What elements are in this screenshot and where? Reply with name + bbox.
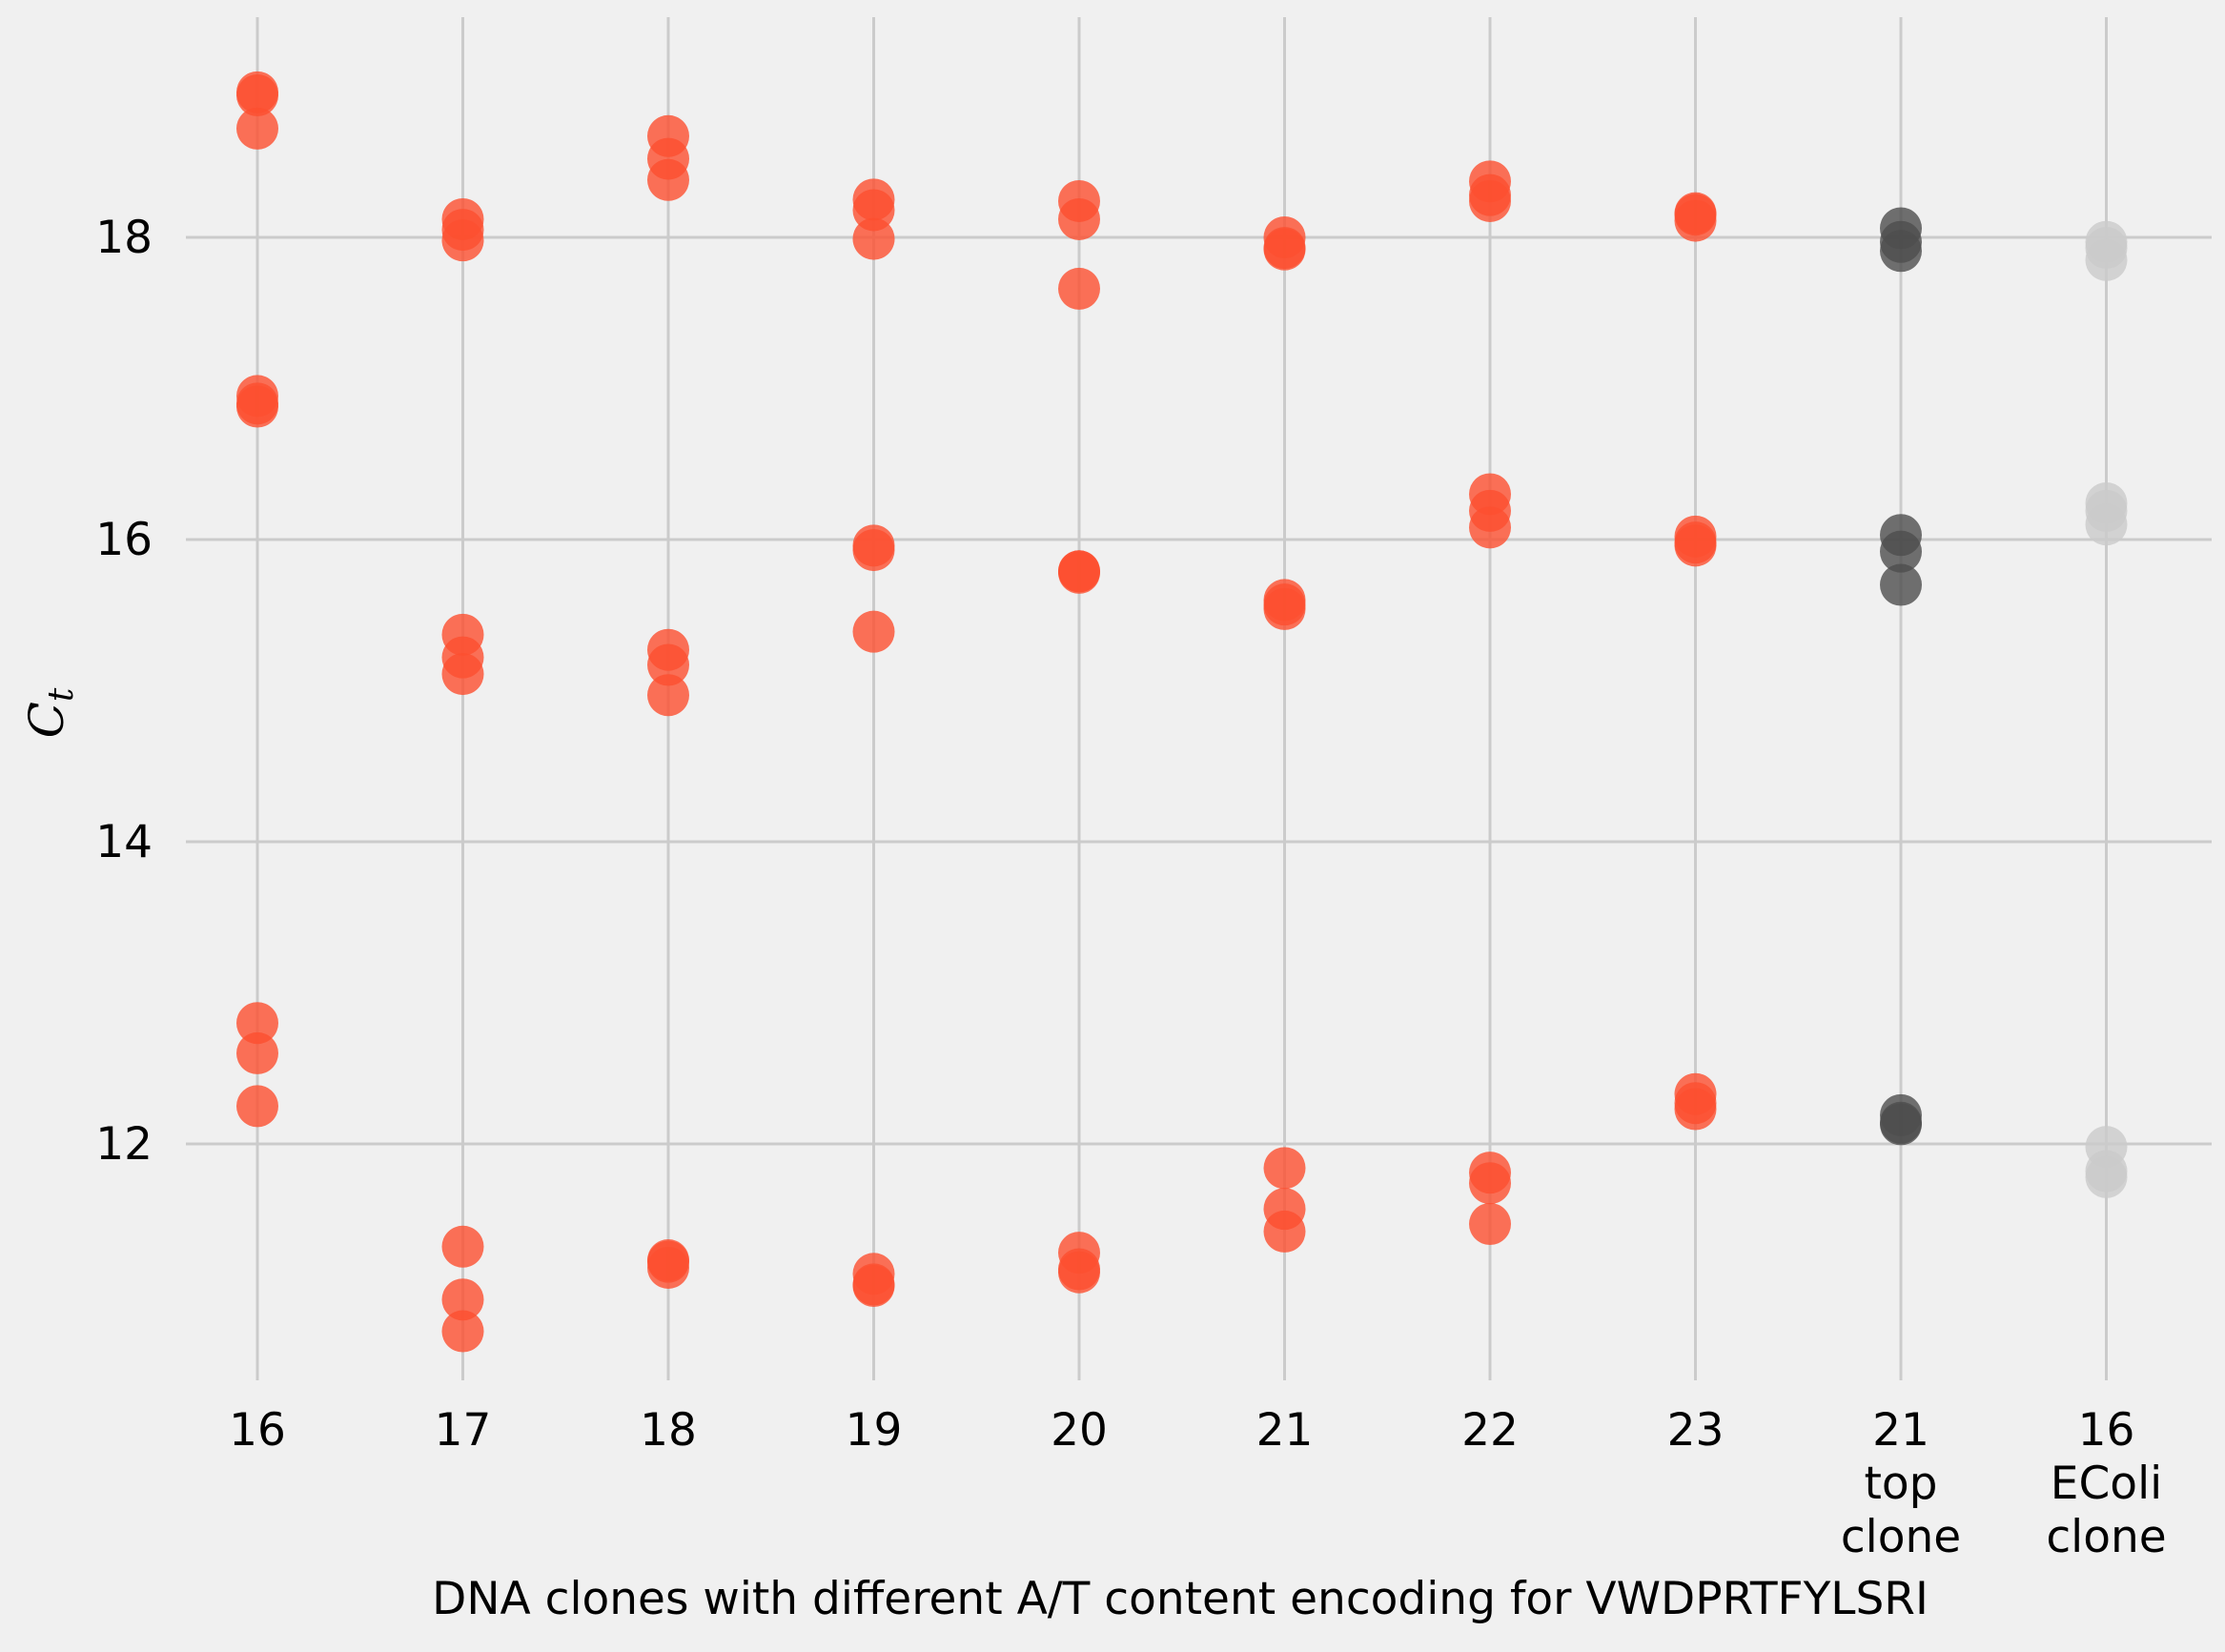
x-tick-label: 16 — [229, 1404, 286, 1457]
data-point-a-t-variants-37 — [1058, 197, 1100, 240]
data-point-a-t-variants-5 — [236, 385, 278, 428]
x-tick-label-line: clone — [2046, 1511, 2166, 1563]
x-tick-label-line: clone — [1841, 1511, 1961, 1563]
data-point-a-t-variants-68 — [1674, 524, 1717, 567]
data-point-top-clone-8 — [1880, 1103, 1922, 1146]
data-point-a-t-variants-16 — [441, 1278, 484, 1321]
x-tick-label-line: EColi — [2051, 1458, 2162, 1510]
y-axis-label: Ct — [19, 687, 81, 738]
data-point-a-t-variants-20 — [647, 158, 689, 201]
data-point-a-t-variants-50 — [1263, 587, 1306, 630]
data-point-a-t-variants-53 — [1263, 1210, 1306, 1253]
data-point-a-t-variants-35 — [852, 1264, 895, 1307]
data-point-top-clone-5 — [1880, 563, 1922, 606]
x-tick-label: 20 — [1051, 1404, 1108, 1457]
x-tick-label-line: 16 — [229, 1404, 286, 1457]
data-point-a-t-variants-6 — [236, 1002, 278, 1045]
x-tick-label: 16 EColi clone — [2046, 1404, 2166, 1563]
data-point-a-t-variants-47 — [1263, 228, 1306, 271]
data-point-a-t-variants-32 — [852, 610, 895, 653]
x-tick-label-line: 17 — [435, 1404, 492, 1457]
data-point-a-t-variants-1 — [236, 71, 278, 113]
data-point-a-t-variants-59 — [1469, 506, 1511, 549]
horizontal-grid — [186, 235, 2212, 1146]
data-point-a-t-variants-29 — [852, 217, 895, 260]
data-point-a-t-variants-62 — [1469, 1203, 1511, 1246]
data-point-a-t-variants-11 — [441, 219, 484, 262]
y-axis-ticks: 12 14 16 18 — [95, 212, 153, 1171]
x-tick-label-line: 20 — [1051, 1404, 1108, 1457]
data-point-ecoli-clone-5 — [2085, 503, 2128, 546]
data-point-ecoli-clone-8 — [2085, 1155, 2128, 1198]
data-point-a-t-variants-28 — [852, 189, 895, 232]
x-tick-label: 22 — [1461, 1404, 1519, 1457]
y-tick-label: 14 — [95, 816, 153, 868]
data-point-a-t-variants-23 — [647, 674, 689, 717]
data-point-a-t-variants-65 — [1674, 199, 1717, 242]
x-tick-label-line: 18 — [640, 1404, 697, 1457]
data-points — [236, 71, 2128, 1353]
data-point-ecoli-clone-2 — [2085, 238, 2128, 281]
y-tick-label: 12 — [95, 1118, 153, 1171]
x-tick-label: 19 — [846, 1404, 903, 1457]
x-tick-label-line: 23 — [1667, 1404, 1725, 1457]
data-point-a-t-variants-17 — [441, 1310, 484, 1353]
x-tick-label-line: 22 — [1461, 1404, 1519, 1457]
x-tick-label: 21 — [1256, 1404, 1314, 1457]
data-point-a-t-variants-7 — [236, 1031, 278, 1074]
data-point-a-t-variants-22 — [647, 643, 689, 686]
data-point-a-t-variants-38 — [1058, 267, 1100, 310]
data-point-a-t-variants-41 — [1058, 551, 1100, 594]
x-tick-label: 17 — [435, 1404, 492, 1457]
y-tick-label: 16 — [95, 514, 153, 566]
x-tick-label: 23 — [1667, 1404, 1725, 1457]
y-axis-label-main: C — [19, 702, 74, 738]
x-tick-label-line: 16 — [2078, 1404, 2135, 1457]
data-point-a-t-variants-14 — [441, 653, 484, 696]
x-axis-label: DNA clones with different A/T content en… — [432, 1573, 1929, 1625]
data-point-a-t-variants-61 — [1469, 1162, 1511, 1205]
x-tick-label: 21 top clone — [1841, 1404, 1961, 1563]
x-tick-label: 18 — [640, 1404, 697, 1457]
data-point-a-t-variants-51 — [1263, 1147, 1306, 1190]
y-tick-label: 18 — [95, 212, 153, 264]
x-tick-label-line: 21 — [1872, 1404, 1929, 1457]
x-tick-label-line: 19 — [846, 1404, 903, 1457]
vertical-grid — [255, 17, 2108, 1380]
data-point-a-t-variants-8 — [236, 1085, 278, 1128]
data-point-top-clone-4 — [1880, 530, 1922, 573]
data-point-a-t-variants-2 — [236, 107, 278, 150]
data-point-a-t-variants-56 — [1469, 179, 1511, 222]
data-point-a-t-variants-71 — [1674, 1088, 1717, 1131]
y-axis-label-subscript: t — [42, 687, 81, 702]
data-point-a-t-variants-26 — [647, 1246, 689, 1289]
data-point-a-t-variants-31 — [852, 529, 895, 572]
data-point-a-t-variants-44 — [1058, 1251, 1100, 1294]
data-point-a-t-variants-15 — [441, 1225, 484, 1268]
x-tick-label-line: top — [1864, 1458, 1937, 1510]
x-tick-label-line: 21 — [1256, 1404, 1314, 1457]
data-point-top-clone-2 — [1880, 230, 1922, 273]
